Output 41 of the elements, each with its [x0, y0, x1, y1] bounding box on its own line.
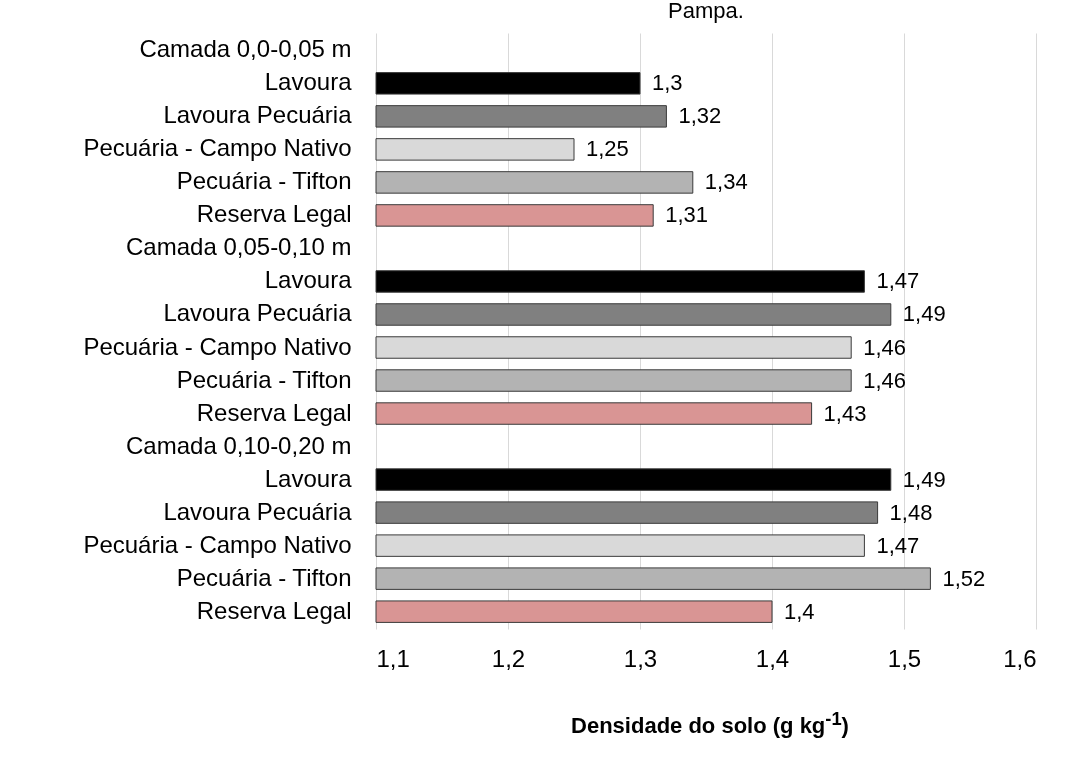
y-tick-label: Reserva Legal: [196, 200, 352, 228]
data-label: 1,46: [863, 334, 907, 360]
y-tick-label: Lavoura: [264, 266, 353, 294]
data-label: 1,43: [823, 400, 867, 426]
x-tick-label: 1,6: [1003, 644, 1037, 672]
x-tick-label: 1,4: [755, 644, 790, 672]
data-label: 1,25: [586, 136, 629, 162]
y-tick-label: Pecuária - Campo Nativo: [83, 332, 352, 360]
x-axis-title: Densidade do solo (g kg$^{-1}$): [570, 708, 850, 740]
data-label: 1,34: [704, 169, 748, 195]
x-tick-label: 1,3: [623, 644, 658, 672]
y-tick-label: Pecuária - Tifton: [176, 167, 352, 195]
data-label: 1,32: [678, 103, 722, 129]
chart-title: Pampa.: [668, 0, 744, 23]
data-label: 1,47: [876, 532, 920, 558]
y-tick-label: Pecuária - Campo Nativo: [83, 134, 352, 162]
data-label: 1,46: [863, 367, 907, 393]
y-tick-label: Reserva Legal: [196, 398, 352, 426]
data-label: 1,3: [652, 70, 683, 96]
x-tick-label: 1,2: [491, 644, 526, 672]
y-tick-label: Lavoura: [264, 464, 353, 492]
y-tick-label: Camada 0,05-0,10 m: [126, 233, 352, 261]
y-tick-label: Pecuária - Tifton: [176, 563, 352, 591]
x-tick-label: 1,1: [376, 644, 410, 672]
data-label: 1,47: [876, 268, 920, 294]
y-tick-label: Lavoura Pecuária: [163, 497, 353, 525]
y-tick-label: Reserva Legal: [196, 596, 352, 624]
data-label: 1,48: [889, 499, 933, 525]
data-label: 1,49: [902, 466, 946, 492]
data-label: 1,52: [942, 565, 986, 591]
x-tick-label: 1,5: [887, 644, 922, 672]
data-label: 1,31: [665, 202, 709, 228]
y-tick-label: Camada 0,10-0,20 m: [126, 431, 352, 459]
y-tick-label: Lavoura Pecuária: [163, 299, 353, 327]
y-tick-label: Pecuária - Tifton: [176, 365, 352, 393]
y-tick-label: Pecuária - Campo Nativo: [83, 530, 352, 558]
y-tick-label: Lavoura Pecuária: [163, 101, 353, 129]
data-label: 1,49: [902, 301, 946, 327]
data-label: 1,4: [784, 598, 815, 624]
y-tick-label: Camada 0,0-0,05 m: [139, 35, 352, 63]
y-tick-label: Lavoura: [264, 68, 353, 96]
